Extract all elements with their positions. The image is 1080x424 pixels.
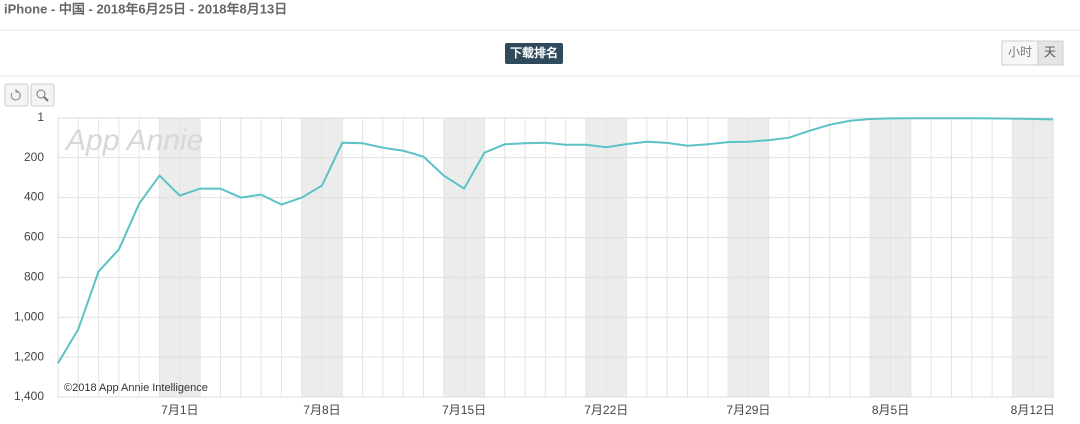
zoom-button[interactable] xyxy=(30,83,55,107)
zoom-icon xyxy=(36,89,46,99)
y-tick-label: 200 xyxy=(24,150,44,164)
metric-button-label: 下载排名 xyxy=(510,45,558,60)
y-tick-label: 400 xyxy=(24,190,44,204)
copyright: ©2018 App Annie Intelligence xyxy=(64,382,208,394)
x-tick-label: 7月22日 xyxy=(584,403,628,417)
y-tick-label: 800 xyxy=(24,270,44,284)
x-tick-label: 7月29日 xyxy=(726,403,770,417)
y-tick-label: 1,400 xyxy=(14,389,44,403)
x-tick-label: 7月1日 xyxy=(161,403,198,417)
y-tick-label: 1,000 xyxy=(14,309,44,323)
y-tick-label: 1,200 xyxy=(14,349,44,363)
x-tick-label: 7月8日 xyxy=(303,403,340,417)
metric-button[interactable] xyxy=(505,43,563,64)
x-tick-label: 8月12日 xyxy=(1011,403,1055,417)
reset-button[interactable] xyxy=(4,83,29,107)
y-tick-label: 600 xyxy=(24,230,44,244)
watermark: App Annie xyxy=(64,124,203,157)
reset-icon xyxy=(10,89,21,101)
plot-border xyxy=(57,117,1054,398)
x-tick-label: 7月15日 xyxy=(442,403,486,417)
toggle-day[interactable] xyxy=(1037,40,1064,66)
zoom-icon xyxy=(43,96,49,102)
toggle-hour-label: 小时 xyxy=(1008,45,1032,59)
y-tick-label: 1 xyxy=(37,110,44,124)
page-title: iPhone - 中国 - 2018年6月25日 - 2018年8月13日 xyxy=(4,1,287,16)
x-tick-label: 8月5日 xyxy=(872,403,909,417)
toggle-day-label: 天 xyxy=(1044,45,1056,59)
rank-line xyxy=(57,117,1054,364)
